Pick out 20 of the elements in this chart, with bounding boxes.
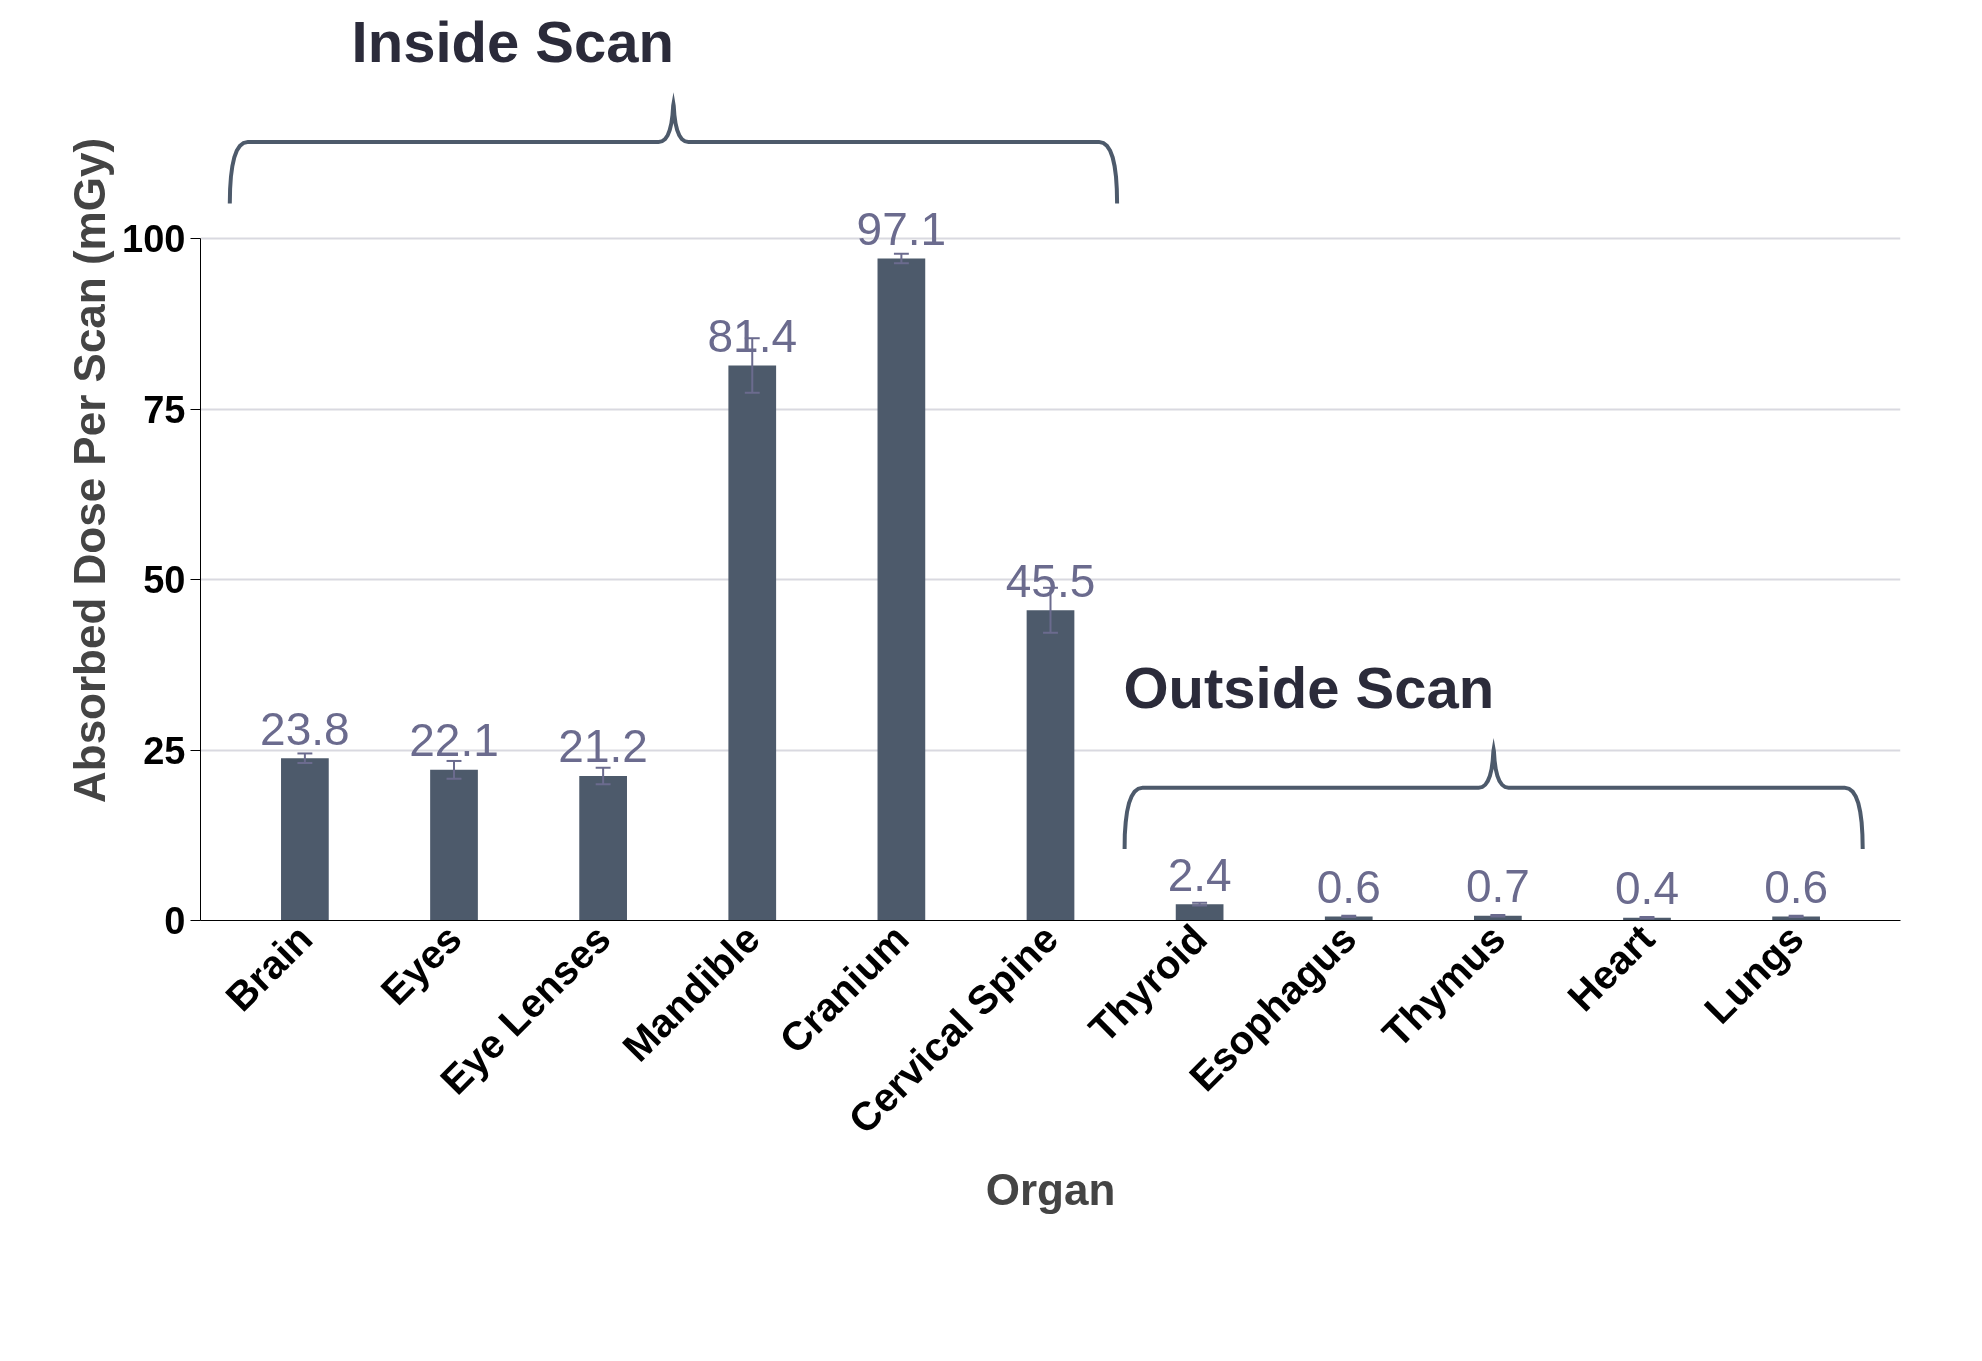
data-label: 22.1	[409, 714, 499, 767]
data-label: 97.1	[856, 202, 947, 255]
data-label: 0.6	[1316, 860, 1381, 913]
y-tick-label: 100	[122, 218, 186, 261]
y-axis-title: Absorbed Dose Per Scan (mGy)	[65, 137, 115, 804]
data-label: 0.4	[1615, 862, 1679, 915]
data-label: 81.4	[707, 309, 798, 362]
y-tick-label: 0	[164, 900, 186, 942]
data-label: 0.7	[1465, 860, 1530, 913]
y-tick-label: 25	[143, 729, 186, 772]
data-label: 23.8	[260, 702, 350, 755]
y-tick-label: 50	[143, 559, 186, 602]
annotation: Outside Scan	[1123, 655, 1495, 721]
data-label: 45.5	[1005, 554, 1096, 607]
data-label: 21.2	[558, 720, 648, 773]
x-axis-title: Organ	[985, 1165, 1116, 1215]
y-tick-label: 75	[143, 388, 186, 431]
data-label: 0.6	[1764, 860, 1829, 913]
data-label: 2.4	[1167, 848, 1232, 901]
text: Inside Scan	[351, 9, 674, 75]
